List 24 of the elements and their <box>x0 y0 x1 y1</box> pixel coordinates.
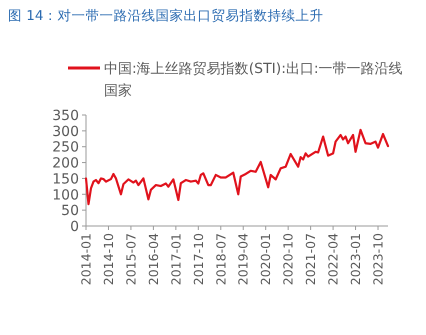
x-tick-label: 2020-10 <box>280 232 296 286</box>
x-tick-label: 2023-10 <box>370 232 386 286</box>
y-tick-label: 200 <box>52 156 79 172</box>
y-tick-label: 350 <box>52 108 79 124</box>
y-tick-label: 300 <box>52 124 79 140</box>
x-tick-label: 2023-01 <box>348 233 364 286</box>
x-tick-label: 2014-10 <box>100 232 116 286</box>
y-tick-label: 0 <box>70 219 79 235</box>
x-tick-label: 2021-07 <box>303 233 318 286</box>
legend: 中国:海上丝路贸易指数(STI):出口:一带一路沿线国家 <box>68 61 403 99</box>
x-tick-label: 2018-07 <box>213 233 228 286</box>
x-tick-label: 2016-04 <box>146 232 161 286</box>
y-tick-label: 50 <box>61 203 79 220</box>
x-tick-label: 2015-07 <box>123 233 138 286</box>
x-tick-label: 2017-10 <box>190 232 206 286</box>
y-tick-label: 150 <box>52 171 79 188</box>
y-tick-label: 100 <box>52 187 79 204</box>
x-tick-label: 2019-04 <box>236 232 251 286</box>
y-tick-label: 250 <box>52 140 79 156</box>
x-tick-label: 2017-01 <box>168 233 184 286</box>
x-tick-label: 2020-01 <box>258 233 274 286</box>
title: 图 14：对一带一路沿线国家出口贸易指数持续上升 <box>8 8 324 24</box>
x-tick-label: 2014-01 <box>78 233 94 286</box>
x-tick-label: 2022-04 <box>326 232 341 286</box>
